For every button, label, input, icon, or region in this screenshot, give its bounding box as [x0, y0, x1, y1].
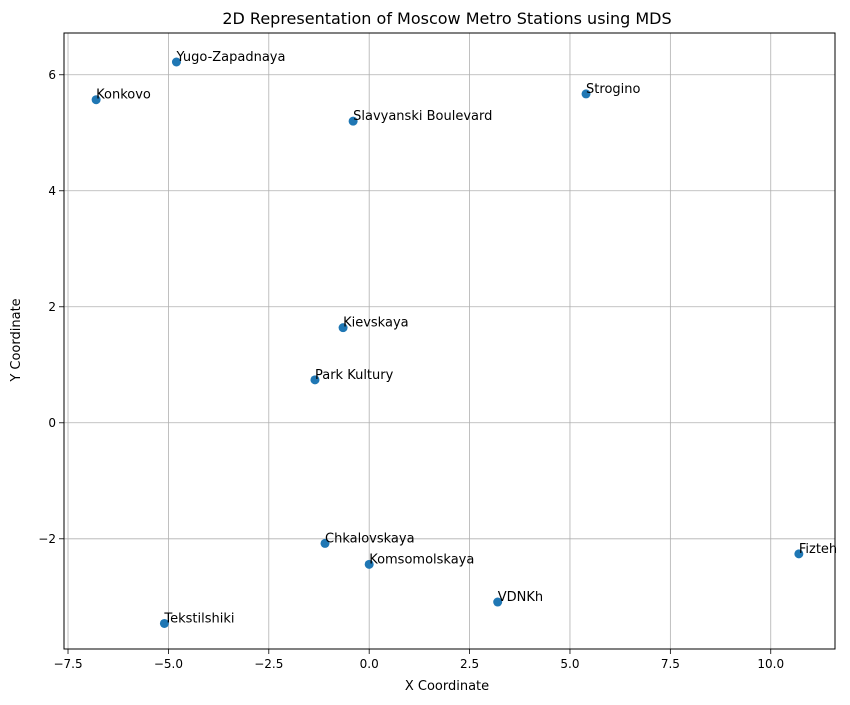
plot-frame [63, 32, 836, 650]
point-label: Konkovo [96, 88, 151, 103]
x-tick-label: −7.5 [53, 657, 82, 671]
data-points [91, 57, 804, 628]
y-tick-label: 4 [48, 184, 56, 198]
y-tick-label: −2 [38, 532, 56, 546]
point-labels: Yugo-Zapadnaya Konkovo Slavyanski Boulevar… [96, 50, 837, 626]
point-label: Yugo-Zapadnaya [175, 50, 285, 65]
x-tick-label: 7.5 [661, 657, 680, 671]
x-tick-label: −5.0 [154, 657, 183, 671]
chart-title: 2D Representation of Moscow Metro Statio… [222, 9, 671, 28]
point-label: Slavyanski Boulevard [353, 109, 492, 124]
x-tick-label: 2.5 [460, 657, 479, 671]
data-point [493, 597, 503, 607]
x-tick-label: 5.0 [560, 657, 579, 671]
axis-ticks: −7.5 −5.0 −2.5 0.0 2.5 5.0 7.5 10.0 −2 0 2 4 6 [38, 68, 784, 671]
x-tick-label: −2.5 [254, 657, 283, 671]
data-point [364, 559, 374, 569]
point-label: Kievskaya [343, 316, 409, 331]
x-tick-label: 10.0 [757, 657, 784, 671]
data-point [320, 538, 330, 548]
point-label: Fizteh [799, 542, 837, 557]
point-label: Park Kultury [315, 368, 394, 383]
point-label: Komsomolskaya [369, 552, 474, 567]
grid-lines [64, 33, 835, 649]
point-label: Strogino [586, 82, 640, 97]
data-point [581, 89, 591, 99]
point-label: VDNKh [498, 590, 543, 605]
y-axis-label: Y Coordinate [9, 298, 24, 382]
y-tick-label: 2 [48, 300, 56, 314]
point-label: Chkalovskaya [325, 531, 415, 546]
data-point [171, 57, 181, 67]
data-point [338, 323, 348, 333]
data-point [159, 618, 169, 628]
data-point [91, 95, 101, 105]
y-tick-label: 0 [48, 416, 56, 430]
x-axis-label: X Coordinate [405, 679, 489, 694]
point-label: Tekstilshiki [163, 611, 234, 626]
data-point [310, 375, 320, 385]
data-point [794, 549, 804, 559]
data-point [348, 116, 358, 126]
x-tick-label: 0.0 [360, 657, 379, 671]
y-tick-label: 6 [48, 68, 56, 82]
